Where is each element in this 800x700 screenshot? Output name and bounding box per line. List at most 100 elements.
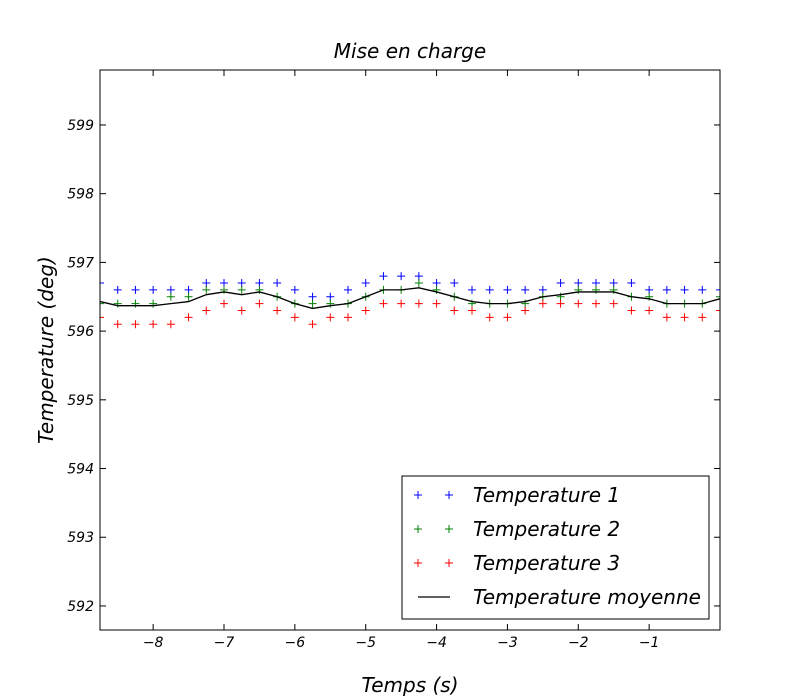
y-tick-label: 596 [67,324,94,340]
plot-area: −8 −7 −6 −5 −4 −3 −2 −1 592 593 594 595 596 597 598 599 [67,69,721,651]
series-3-point [414,299,423,308]
axis-ticks: −8 −7 −6 −5 −4 −3 −2 −1 592 593 594 595 596 597 598 599 [67,70,720,651]
series-3-point [450,306,459,315]
series-3-point [255,299,264,308]
series-1-point [662,285,671,294]
series-1-point [645,285,654,294]
series-1-point [432,279,441,288]
series-1-point [273,279,282,288]
series-1-point [220,279,228,288]
series-3-point [202,306,211,315]
series-3-point [609,299,618,308]
legend-entry-3-marker-a [414,559,422,567]
series-3-point [680,313,689,322]
y-axis-title: Temperature (deg) [34,256,58,444]
series-3-point [273,306,282,315]
series-1-point [100,279,104,288]
legend-frame [401,475,710,620]
series-1-point [556,279,565,288]
series-4-mean-line [100,287,720,310]
series-3-point [290,313,299,322]
series-2-point [100,299,104,308]
chart-title: Mise en charge [334,39,486,63]
series-2-point [166,292,175,301]
series-1-markers [100,272,720,301]
legend-entry-1-marker-b [445,491,453,499]
series-3-point [662,313,671,322]
series-2-point [308,299,317,308]
series-2-point [716,292,720,301]
y-tick-label: 599 [67,118,94,134]
series-3-point [220,299,228,308]
series-3-point [468,306,476,315]
x-tick-label: −5 [355,635,376,651]
series-1-point [202,279,211,288]
series-1-point [149,285,158,294]
series-3-point [521,306,530,315]
legend-entry-3-label: Temperature 3 [473,551,620,575]
series-3-point [184,313,193,322]
series-3-point [574,299,583,308]
plot-frame [99,69,721,631]
series-3-point [344,313,352,322]
series-1-point [184,285,193,294]
series-2-point [202,285,211,294]
series-1-point [344,285,352,294]
series-3-point [556,299,565,308]
x-tick-label: −8 [143,635,164,651]
legend-entry-1-marker-a [414,491,422,499]
x-tick-label: −6 [285,635,306,651]
series-1-point [166,285,175,294]
series-3-point [166,320,175,329]
series-3-point [113,320,122,329]
legend-entry-3-marker-b [445,559,453,567]
series-1-point [680,285,689,294]
x-tick-label: −3 [497,635,518,651]
series-2-point [184,292,193,301]
series-3-point [698,313,707,322]
series-1-point [255,279,264,288]
y-tick-label: 595 [67,393,94,409]
series-3-point [503,313,512,322]
series-1-point [290,285,299,294]
series-3-point [645,306,654,315]
series-3-point [149,320,158,329]
series-1-point [450,279,459,288]
series-1-point [468,285,476,294]
series-3-point [397,299,406,308]
series-3-point [432,299,441,308]
legend-entry-2-label: Temperature 2 [473,517,620,541]
series-3-point [361,306,370,315]
series-1-point [574,279,583,288]
x-tick-label: −4 [426,635,447,651]
x-tick-label: −7 [214,635,235,651]
y-tick-label: 594 [67,462,94,478]
series-1-point [485,285,494,294]
series-1-point [627,279,636,288]
legend-entry-4-label: Temperature moyenne [473,585,701,609]
series-3-point [592,299,600,308]
y-tick-label: 597 [67,255,94,271]
y-tick-label: 593 [67,530,94,546]
series-1-point [113,285,122,294]
series-1-point [592,279,600,288]
series-3-point [627,306,636,315]
series-1-point [361,279,370,288]
series-1-point [326,292,335,301]
series-3-point [716,306,720,315]
series-1-point [414,272,423,281]
x-tick-label: −1 [639,635,660,651]
series-1-point [308,292,317,301]
series-1-point [131,285,140,294]
series-3-markers [100,299,720,329]
legend-entry-2-marker-b [445,525,453,533]
series-3-point [538,299,547,308]
series-1-point [609,279,618,288]
series-1-point [237,279,246,288]
series-2-point [237,285,246,294]
x-tick-label: −2 [568,635,589,651]
series-3-point [100,313,104,322]
series-3-point [131,320,140,329]
legend: Temperature 1 Temperature 2 Temperature 3 T… [401,475,710,620]
